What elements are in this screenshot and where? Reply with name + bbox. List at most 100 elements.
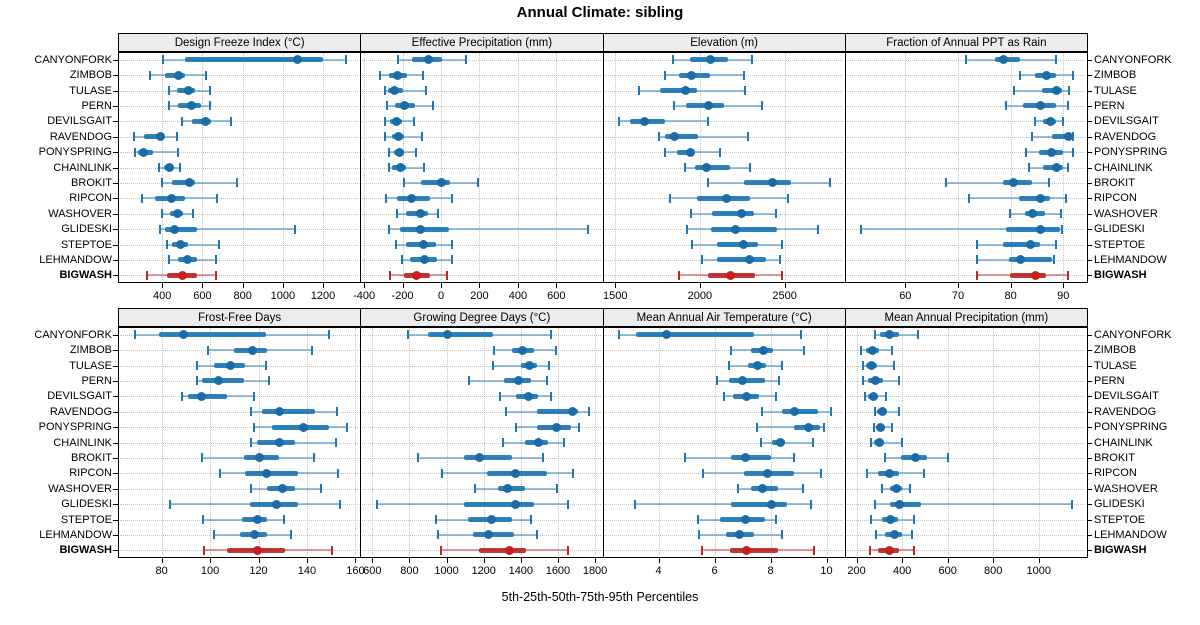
whisker-cap-95 xyxy=(780,530,783,540)
median-dot xyxy=(416,209,426,219)
whisker-cap-5 xyxy=(502,438,505,447)
site-label-right: RAVENDOG xyxy=(1094,130,1157,143)
y-axis-tick xyxy=(1087,121,1092,123)
median-dot xyxy=(662,330,672,340)
chart-title: Annual Climate: sibling xyxy=(516,4,684,21)
y-axis-tick xyxy=(1087,350,1092,352)
whisker-cap-5 xyxy=(161,178,164,188)
iqr-bar-25-75 xyxy=(716,242,759,247)
median-dot xyxy=(175,240,185,249)
gridline-horizontal xyxy=(362,380,601,382)
whisker-cap-95 xyxy=(217,240,220,249)
whisker-cap-95 xyxy=(800,330,803,340)
whisker-cap-95 xyxy=(1068,86,1071,95)
whisker-cap-5 xyxy=(672,101,675,111)
iqr-bar-25-75 xyxy=(711,211,755,217)
whisker-cap-95 xyxy=(313,453,316,463)
gridline-horizontal xyxy=(120,213,359,215)
y-axis-tick xyxy=(113,229,118,231)
gridline-horizontal xyxy=(846,75,1085,77)
x-axis-tick xyxy=(364,283,366,288)
iqr-bar-25-75 xyxy=(729,547,778,553)
median-dot xyxy=(1063,132,1073,142)
median-dot xyxy=(293,55,303,65)
median-dot xyxy=(703,101,713,111)
whisker-cap-95 xyxy=(707,116,710,126)
whisker-cap-5 xyxy=(1009,209,1012,219)
whisker-cap-5 xyxy=(250,438,253,447)
x-axis-tick xyxy=(826,558,828,563)
whisker-5-95 xyxy=(861,228,1063,231)
whisker-cap-5 xyxy=(730,345,733,355)
site-label-left: STEPTOE xyxy=(60,238,112,251)
gridline-horizontal xyxy=(362,350,601,352)
median-dot xyxy=(514,376,524,386)
whisker-cap-95 xyxy=(786,193,789,203)
site-label-right: PERN xyxy=(1094,374,1125,387)
iqr-bar-25-75 xyxy=(889,501,922,507)
gridline-horizontal xyxy=(362,105,601,107)
whisker-cap-95 xyxy=(1059,209,1062,219)
whisker-cap-5 xyxy=(402,178,405,188)
median-dot xyxy=(759,345,769,355)
gridline-horizontal xyxy=(120,229,359,231)
whisker-cap-95 xyxy=(214,270,217,280)
site-label-right: TULASE xyxy=(1094,84,1137,97)
median-dot xyxy=(686,147,696,157)
site-label-left: BIGWASH xyxy=(59,544,112,557)
gridline-horizontal xyxy=(846,121,1085,123)
gridline-horizontal xyxy=(604,442,843,444)
iqr-bar-25-75 xyxy=(677,149,695,155)
gridline-horizontal xyxy=(120,427,359,429)
gridline-horizontal xyxy=(362,244,601,246)
whisker-5-95 xyxy=(863,364,895,367)
gridline-horizontal xyxy=(604,550,843,552)
median-dot xyxy=(866,361,876,370)
gridline-horizontal xyxy=(362,182,601,184)
whisker-cap-5 xyxy=(658,132,661,142)
median-dot xyxy=(639,116,649,126)
y-axis-tick xyxy=(113,75,118,77)
site-label-right: ZIMBOB xyxy=(1094,69,1137,82)
x-axis-tick xyxy=(947,558,949,563)
gridline-horizontal xyxy=(846,396,1085,398)
whisker-cap-95 xyxy=(1071,70,1074,80)
median-dot xyxy=(1051,86,1061,95)
median-dot xyxy=(442,330,452,340)
whisker-cap-5 xyxy=(633,499,636,509)
median-dot xyxy=(186,101,196,111)
x-tick-label: 1200 xyxy=(310,290,336,302)
whisker-cap-95 xyxy=(542,453,545,463)
median-dot xyxy=(735,530,745,540)
whisker-cap-95 xyxy=(829,407,832,417)
whisker-cap-5 xyxy=(492,345,495,355)
site-label-right: CHAINLINK xyxy=(1094,161,1153,174)
whisker-cap-5 xyxy=(860,345,863,355)
gridline-horizontal xyxy=(120,182,359,184)
y-axis-tick xyxy=(1087,105,1092,107)
whisker-cap-5 xyxy=(504,407,507,417)
x-tick-label: 160 xyxy=(346,565,365,577)
whisker-cap-95 xyxy=(1061,224,1064,234)
whisker-cap-95 xyxy=(320,484,323,494)
gridline-horizontal xyxy=(846,334,1085,336)
y-axis-tick xyxy=(113,473,118,475)
gridline-horizontal xyxy=(846,365,1085,367)
site-label-right: DEVILSGAIT xyxy=(1094,115,1159,128)
whisker-cap-5 xyxy=(976,255,979,265)
median-dot xyxy=(869,391,879,401)
whisker-cap-95 xyxy=(530,515,533,524)
median-dot xyxy=(706,55,716,65)
iqr-bar-25-75 xyxy=(1019,195,1051,201)
whisker-cap-95 xyxy=(336,407,339,417)
x-axis-tick xyxy=(784,283,786,288)
median-dot xyxy=(721,193,731,203)
gridline-horizontal xyxy=(604,350,843,352)
y-axis-tick xyxy=(1087,152,1092,154)
whisker-cap-5 xyxy=(515,422,518,432)
site-label-left: RAVENDOG xyxy=(49,130,112,143)
whisker-cap-5 xyxy=(702,468,705,478)
median-dot xyxy=(911,453,921,463)
whisker-cap-95 xyxy=(282,515,285,524)
